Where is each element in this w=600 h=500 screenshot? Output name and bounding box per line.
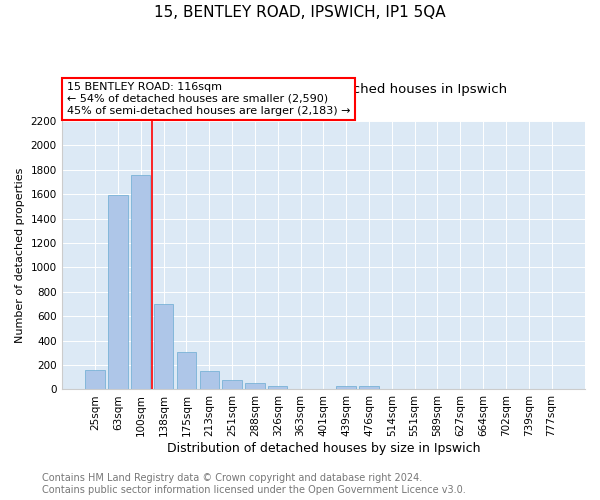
Title: Size of property relative to detached houses in Ipswich: Size of property relative to detached ho… <box>140 83 507 96</box>
Text: Contains HM Land Registry data © Crown copyright and database right 2024.
Contai: Contains HM Land Registry data © Crown c… <box>42 474 466 495</box>
Text: 15, BENTLEY ROAD, IPSWICH, IP1 5QA: 15, BENTLEY ROAD, IPSWICH, IP1 5QA <box>154 5 446 20</box>
Bar <box>268 386 287 390</box>
Bar <box>359 386 379 390</box>
X-axis label: Distribution of detached houses by size in Ipswich: Distribution of detached houses by size … <box>167 442 480 455</box>
Bar <box>200 370 219 390</box>
Bar <box>245 384 265 390</box>
Bar <box>108 196 128 390</box>
Bar <box>85 370 105 390</box>
Bar <box>337 386 356 390</box>
Bar <box>223 380 242 390</box>
Y-axis label: Number of detached properties: Number of detached properties <box>15 168 25 343</box>
Text: 15 BENTLEY ROAD: 116sqm
← 54% of detached houses are smaller (2,590)
45% of semi: 15 BENTLEY ROAD: 116sqm ← 54% of detache… <box>67 82 350 116</box>
Bar <box>177 352 196 390</box>
Bar <box>154 304 173 390</box>
Bar <box>131 174 151 390</box>
